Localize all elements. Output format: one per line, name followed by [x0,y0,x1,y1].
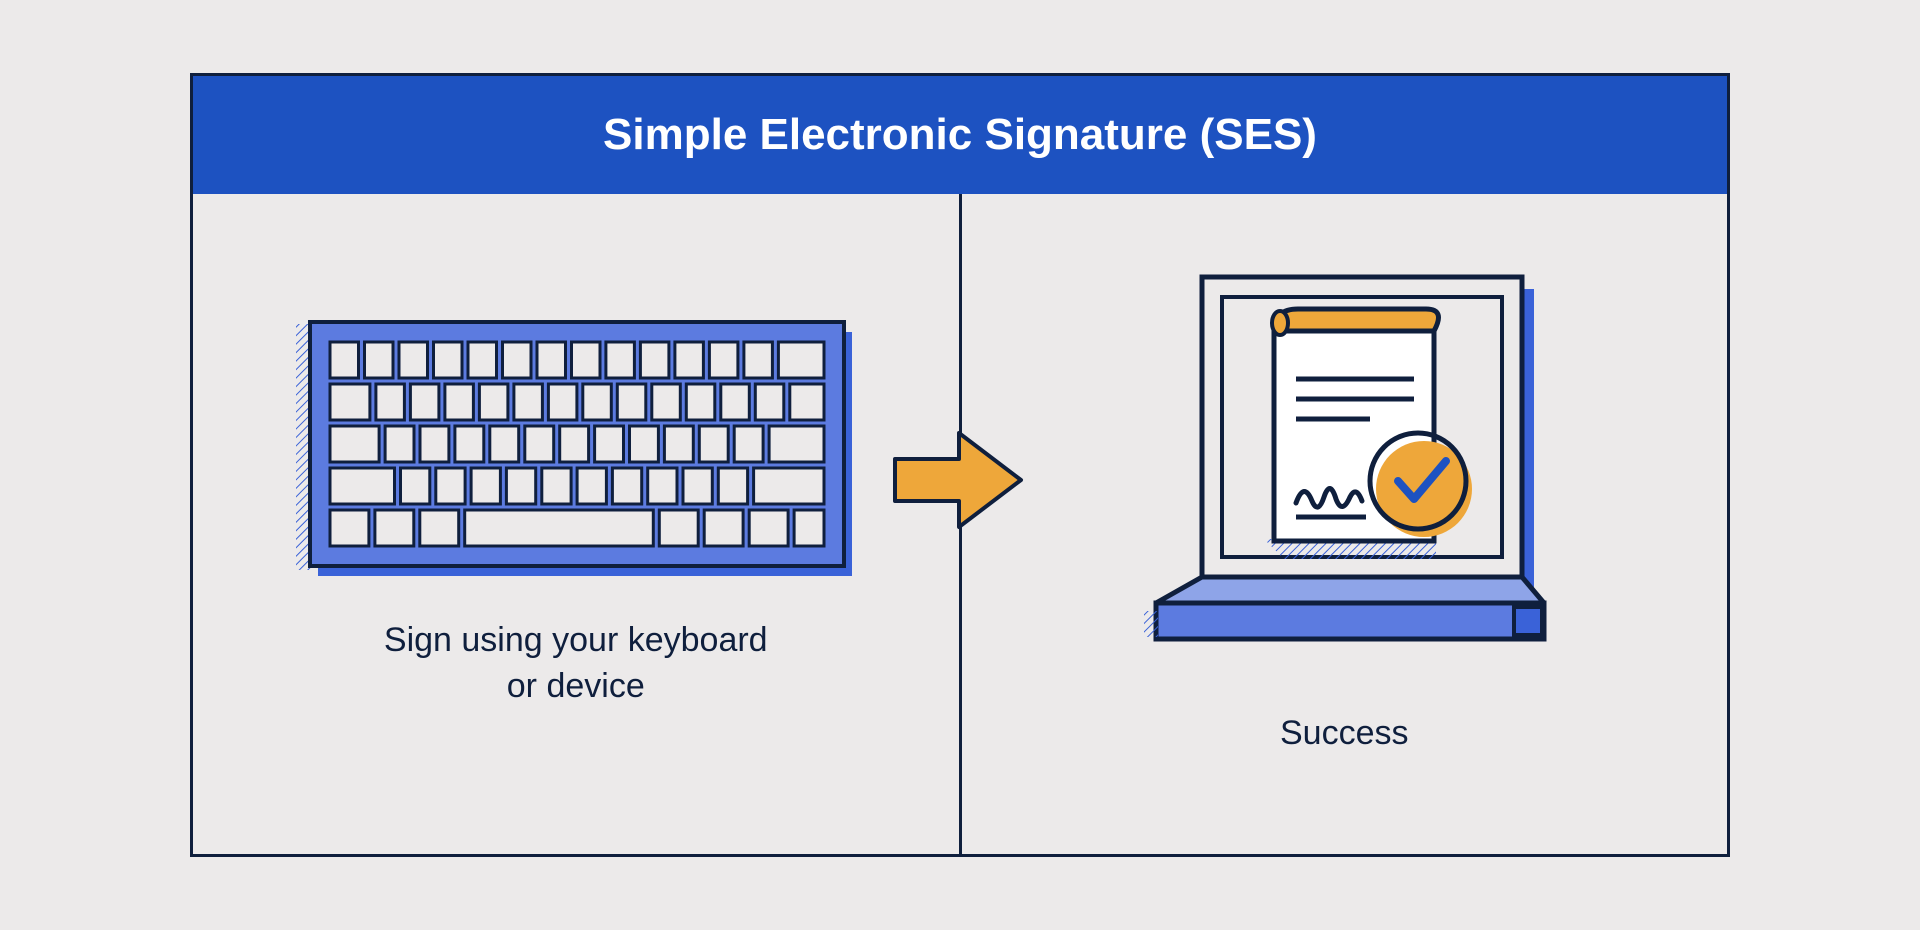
diagram-card: Simple Electronic Signature (SES) [190,73,1730,857]
laptop-document-icon [1114,271,1574,671]
arrow-icon [889,425,1029,535]
keyboard-icon [296,318,856,578]
diagram-body: Sign using your keyboardor device [193,194,1727,854]
left-caption: Sign using your keyboardor device [384,618,768,710]
left-panel: Sign using your keyboardor device [193,194,959,854]
title-bar: Simple Electronic Signature (SES) [193,76,1727,194]
title-text: Simple Electronic Signature (SES) [603,110,1317,159]
right-panel: Success [962,194,1728,854]
right-caption: Success [1280,711,1409,757]
